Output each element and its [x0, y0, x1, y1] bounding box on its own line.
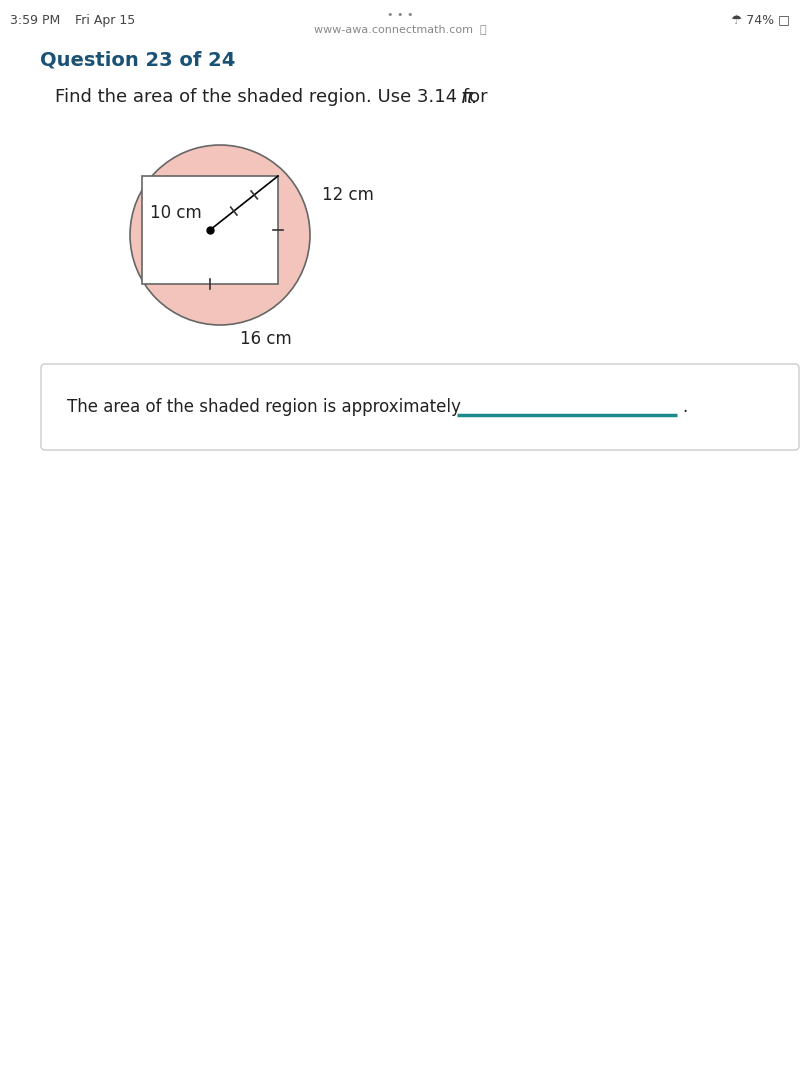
Text: 3:59 PM: 3:59 PM — [10, 14, 60, 27]
Circle shape — [130, 145, 310, 325]
Text: π.: π. — [461, 87, 479, 107]
Text: www-awa.connectmath.com  🔒: www-awa.connectmath.com 🔒 — [314, 23, 486, 34]
Text: .: . — [682, 398, 687, 416]
Text: The area of the shaded region is approximately: The area of the shaded region is approxi… — [67, 398, 461, 416]
Bar — [142, 176, 278, 284]
Text: Fri Apr 15: Fri Apr 15 — [75, 14, 135, 27]
Text: Find the area of the shaded region. Use 3.14 for: Find the area of the shaded region. Use … — [55, 87, 494, 106]
Text: 12 cm: 12 cm — [322, 186, 374, 204]
Text: 16 cm: 16 cm — [240, 330, 292, 348]
Text: ☂ 74% □: ☂ 74% □ — [731, 14, 790, 27]
FancyBboxPatch shape — [41, 364, 799, 450]
Text: Question 23 of 24: Question 23 of 24 — [40, 50, 235, 69]
Text: 10 cm: 10 cm — [150, 204, 202, 222]
Text: • • •: • • • — [386, 10, 414, 20]
